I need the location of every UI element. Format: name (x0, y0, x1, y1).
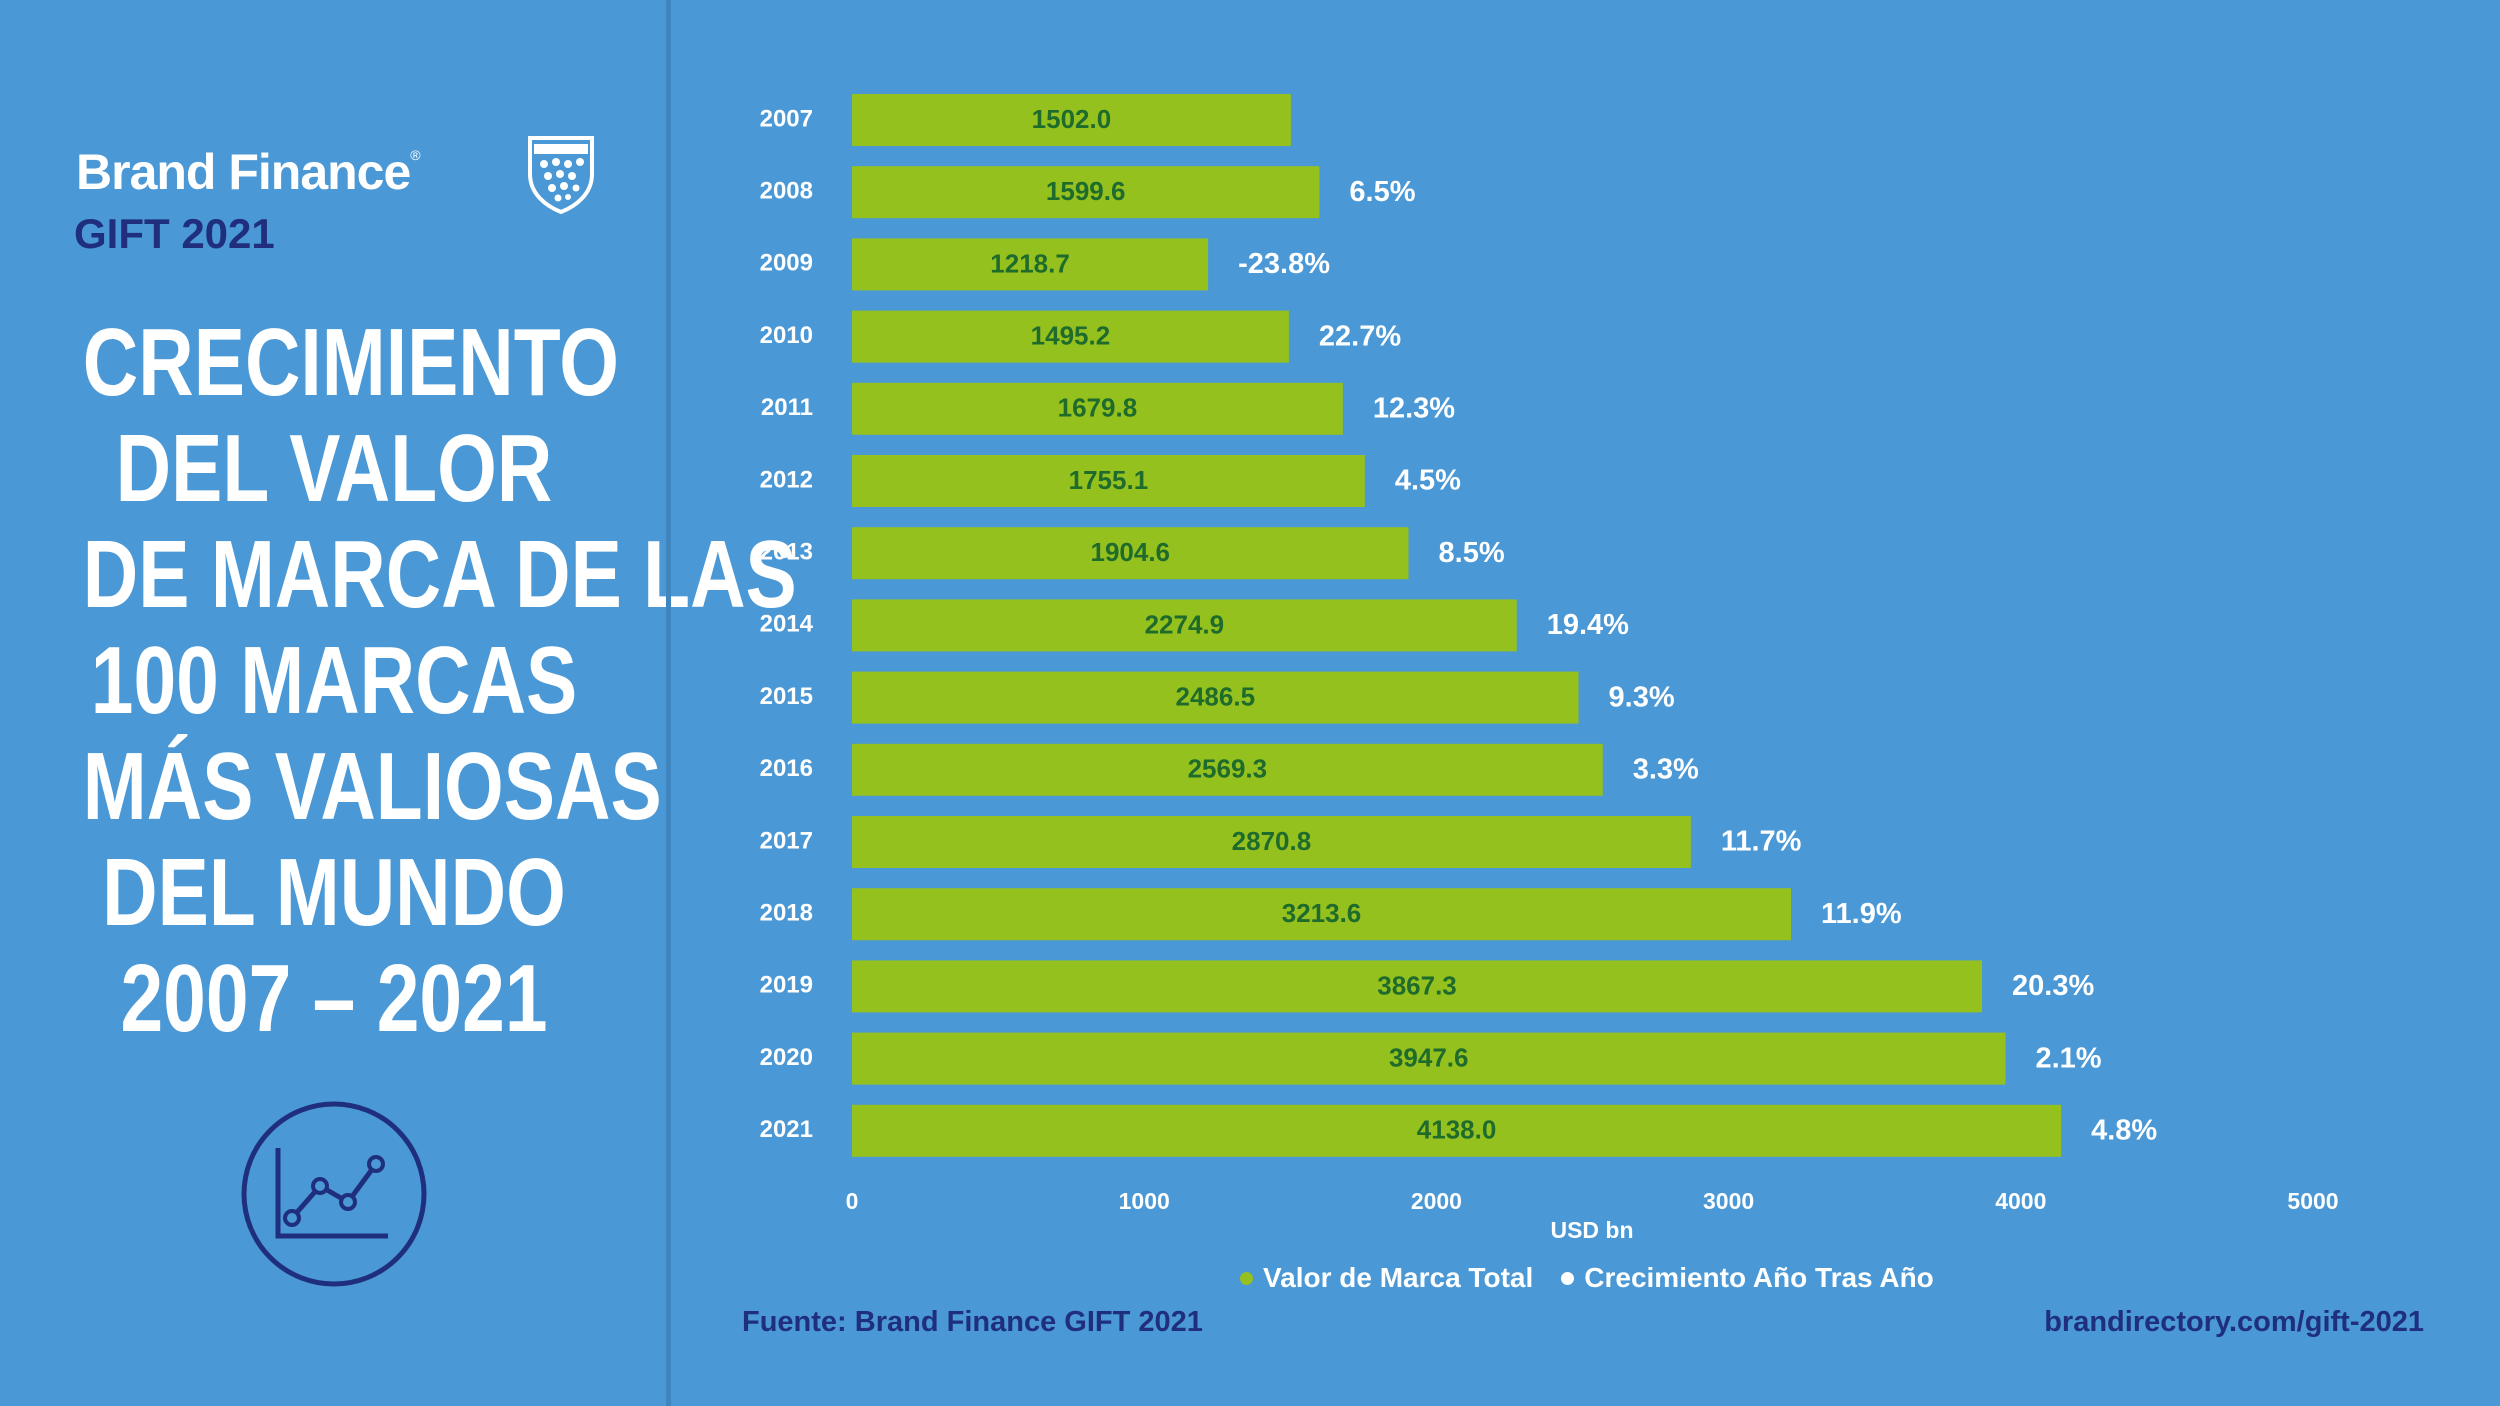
category-label: 2018 (760, 900, 813, 927)
growth-label: 4.5% (1395, 465, 1461, 497)
category-label: 2008 (760, 178, 813, 205)
legend-label-value: Valor de Marca Total (1263, 1262, 1534, 1293)
bar (852, 527, 1409, 580)
legend-item-growth: Crecimiento Año Tras Año (1561, 1262, 1934, 1294)
growth-label: 20.3% (2012, 970, 2094, 1002)
bar-value-label: 2569.3 (1188, 754, 1268, 784)
legend-item-value: Valor de Marca Total (1240, 1262, 1533, 1294)
growth-label: 19.4% (1547, 609, 1629, 641)
footer-url[interactable]: brandirectory.com/gift-2021 (2044, 1306, 2424, 1338)
shield-logo-icon (528, 136, 594, 215)
bar (852, 310, 1289, 363)
growth-label: 8.5% (1439, 537, 1505, 569)
category-label: 2010 (760, 322, 813, 349)
bar (852, 599, 1517, 652)
x-axis-label: USD bn (1550, 1217, 1633, 1243)
bar (852, 743, 1603, 796)
legend-dot-growth (1561, 1271, 1575, 1285)
growth-label: -23.8% (1238, 248, 1330, 280)
category-label: 2011 (761, 394, 813, 421)
growth-label: 6.5% (1349, 176, 1415, 208)
growth-label: 4.8% (2091, 1114, 2157, 1146)
bar-value-label: 1502.0 (1032, 104, 1112, 134)
category-label: 2007 (760, 105, 813, 132)
growth-label: 3.3% (1633, 753, 1699, 785)
legend-label-growth: Crecimiento Año Tras Año (1584, 1262, 1934, 1293)
category-label: 2021 (760, 1116, 813, 1143)
chart-legend: Valor de Marca Total Crecimiento Año Tra… (1240, 1262, 1934, 1294)
main-title: CRECIMIENTO DEL VALOR DE MARCA DE LAS 10… (82, 309, 797, 1052)
bar-value-label: 1679.8 (1058, 393, 1138, 423)
bar-value-label: 3213.6 (1282, 898, 1362, 928)
category-label: 2015 (760, 683, 813, 710)
brand-subtitle: GIFT 2021 (74, 210, 275, 257)
bar (852, 382, 1343, 435)
bar (852, 1032, 2006, 1085)
bar (852, 816, 1691, 868)
category-label: 2020 (760, 1044, 813, 1071)
growth-label: 9.3% (1609, 681, 1675, 713)
category-label: 2017 (760, 827, 813, 854)
x-tick-label: 4000 (1995, 1188, 2046, 1214)
bar-value-label: 1755.1 (1069, 465, 1149, 495)
brand-logo-text: Brand Finance® (76, 143, 421, 201)
bar-value-label: 4138.0 (1417, 1115, 1497, 1145)
category-label: 2012 (760, 466, 813, 493)
growth-label: 11.9% (1821, 898, 1902, 930)
title-line: DEL VALOR (115, 415, 553, 522)
left-panel: Brand Finance® GIFT 2021 CRECIMIENTO DEL… (0, 0, 797, 1406)
bar-value-label: 3947.6 (1389, 1042, 1469, 1072)
category-label: 2013 (760, 539, 813, 566)
growth-label: 2.1% (2035, 1042, 2101, 1074)
category-label: 2016 (760, 755, 813, 782)
legend-dot-value (1240, 1271, 1253, 1285)
bar (852, 238, 1209, 291)
bar-value-label: 2870.8 (1232, 826, 1312, 856)
title-line: DEL MUNDO (102, 839, 566, 946)
x-tick-label: 0 (846, 1188, 859, 1214)
bar (852, 455, 1365, 507)
bar (852, 671, 1579, 724)
bar-value-label: 1218.7 (990, 248, 1070, 278)
bar-value-label: 3867.3 (1377, 970, 1457, 1000)
registered-mark: ® (410, 147, 420, 163)
title-line: CRECIMIENTO (82, 309, 620, 416)
title-line: 100 MARCAS (90, 627, 578, 734)
panel-divider (666, 0, 671, 1406)
x-tick-label: 2000 (1411, 1188, 1462, 1214)
bar-value-label: 2274.9 (1145, 609, 1225, 639)
title-line: 2007 – 2021 (120, 945, 548, 1052)
growth-label: 22.7% (1319, 320, 1401, 352)
bar (852, 1104, 2062, 1157)
category-label: 2014 (760, 611, 814, 638)
title-line: MÁS VALIOSAS (82, 733, 662, 840)
bar-value-label: 1599.6 (1046, 176, 1126, 206)
bar (852, 94, 1291, 146)
line-chart-icon (241, 1101, 427, 1287)
growth-label: 12.3% (1373, 392, 1455, 424)
bar (852, 888, 1792, 941)
bar-value-label: 1495.2 (1031, 320, 1111, 350)
x-tick-label: 1000 (1119, 1188, 1170, 1214)
category-label: 2019 (760, 972, 813, 999)
footer-source: Fuente: Brand Finance GIFT 2021 (742, 1306, 1203, 1338)
x-tick-label: 5000 (2287, 1188, 2338, 1214)
brand-name: Brand Finance (76, 144, 411, 200)
bar (852, 166, 1320, 219)
bar-value-label: 2486.5 (1176, 681, 1256, 711)
bar-value-label: 1904.6 (1090, 537, 1170, 567)
x-tick-label: 3000 (1703, 1188, 1754, 1214)
bar (852, 960, 1983, 1013)
category-label: 2009 (760, 250, 813, 277)
growth-label: 11.7% (1721, 826, 1802, 858)
